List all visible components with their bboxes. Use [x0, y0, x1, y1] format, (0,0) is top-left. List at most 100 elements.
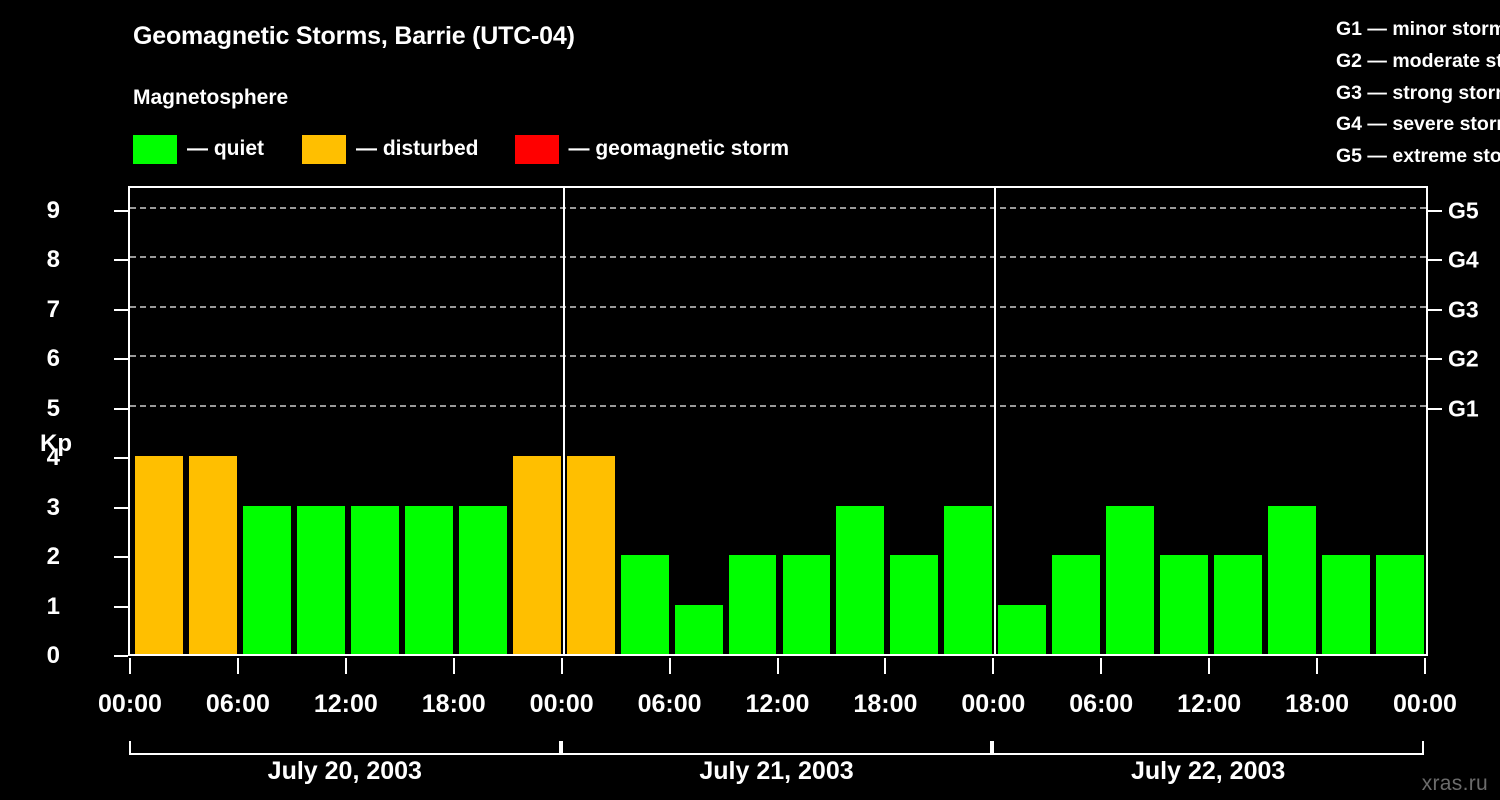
x-tick-mark-2	[344, 658, 347, 674]
bar-2[interactable]	[242, 505, 291, 654]
bar-1[interactable]	[188, 456, 237, 654]
y-tick-label-2: 2	[46, 543, 60, 571]
series-title: Magnetosphere	[133, 86, 289, 109]
bar-16[interactable]	[998, 604, 1047, 654]
y-tick-mark-6	[114, 358, 128, 361]
day-separator	[562, 188, 565, 654]
y-tick-mark-4	[114, 457, 128, 460]
x-tick-label-8: 00:00	[961, 690, 1026, 718]
x-tick-mark-6	[776, 658, 779, 674]
bar-6[interactable]	[458, 505, 507, 654]
x-tick-mark-10	[1208, 658, 1211, 674]
y-tick-label-0: 0	[46, 642, 60, 669]
gridline-kp6	[130, 355, 1426, 358]
bar-7[interactable]	[512, 456, 561, 654]
color-legend: — quiet — disturbed — geomagnetic storm	[133, 134, 789, 164]
date-label-0: July 20, 2003	[267, 757, 422, 785]
g-axis-label-G2: G2	[1448, 345, 1479, 372]
x-tick-mark-5	[668, 658, 671, 674]
bar-10[interactable]	[674, 604, 723, 654]
red-square-swatch	[514, 134, 559, 164]
bar-20[interactable]	[1214, 555, 1263, 654]
x-tick-label-0: 00:00	[98, 690, 162, 718]
g-legend-row-g1: G1 — minor storm	[1336, 18, 1500, 40]
chart-title: Geomagnetic Storms, Barrie (UTC-04)	[133, 22, 575, 50]
bar-12[interactable]	[782, 555, 831, 654]
g-axis-label-G5: G5	[1448, 197, 1479, 224]
bar-13[interactable]	[836, 505, 885, 654]
bar-19[interactable]	[1160, 555, 1209, 654]
date-bracket-0	[129, 741, 561, 755]
y-tick-mark-5	[114, 407, 128, 410]
x-tick-label-10: 12:00	[1177, 690, 1242, 718]
bar-14[interactable]	[890, 555, 939, 654]
orange-square-swatch	[302, 134, 346, 164]
bar-15[interactable]	[944, 505, 993, 654]
y-tick-mark-8	[114, 259, 128, 262]
legend-entry-geomagneticstorm[interactable]: — geomagnetic storm	[514, 134, 790, 164]
x-tick-label-9: 06:00	[1069, 690, 1134, 718]
plot-inner	[130, 188, 1426, 654]
x-tick-mark-8	[992, 658, 995, 674]
green-square-swatch	[133, 134, 177, 164]
g-legend-row-g2: G2 — moderate storm	[1336, 49, 1500, 72]
x-tick-mark-12	[1424, 658, 1426, 674]
bar-23[interactable]	[1376, 555, 1424, 654]
bar-22[interactable]	[1322, 555, 1371, 654]
gridline-kp7	[130, 305, 1426, 308]
date-label-1: July 21, 2003	[699, 757, 854, 785]
bar-8[interactable]	[566, 456, 615, 654]
date-bracket-1	[560, 741, 993, 755]
legend-label: — disturbed	[356, 137, 479, 160]
bar-18[interactable]	[1106, 505, 1155, 654]
bar-5[interactable]	[404, 505, 453, 654]
legend-entry-quiet[interactable]: — quiet	[133, 134, 264, 164]
y-tick-mark-1	[114, 605, 128, 608]
watermark: xras.ru	[1421, 772, 1488, 795]
bar-9[interactable]	[620, 555, 669, 654]
y-tick-label-1: 1	[46, 592, 60, 620]
plot-area	[128, 186, 1428, 656]
y-tick-mark-0	[114, 655, 128, 657]
y-tick-label-6: 6	[46, 345, 60, 373]
x-tick-mark-9	[1100, 658, 1103, 674]
g-tick-mark-G2	[1428, 358, 1442, 361]
y-tick-label-7: 7	[46, 295, 60, 323]
bar-0[interactable]	[135, 456, 183, 654]
date-label-2: July 22, 2003	[1131, 757, 1286, 785]
day-separator	[994, 188, 997, 654]
y-tick-label-3: 3	[46, 493, 60, 521]
bar-17[interactable]	[1052, 555, 1101, 654]
bar-4[interactable]	[350, 505, 399, 654]
gridline-kp5	[130, 404, 1426, 407]
y-tick-label-8: 8	[46, 246, 60, 274]
bar-3[interactable]	[296, 505, 345, 654]
legend-label: — quiet	[187, 137, 264, 160]
x-tick-label-2: 12:00	[313, 690, 378, 718]
legend-entry-disturbed[interactable]: — disturbed	[302, 134, 479, 164]
x-tick-label-6: 12:00	[745, 690, 810, 718]
g-tick-mark-G4	[1428, 259, 1442, 262]
gridline-kp8	[130, 256, 1426, 259]
x-tick-mark-1	[236, 658, 239, 674]
y-axis-title: Kp	[40, 430, 72, 457]
x-tick-label-5: 06:00	[637, 690, 702, 718]
date-bracket-2	[992, 741, 1424, 755]
x-tick-mark-3	[452, 658, 455, 674]
g-tick-mark-G1	[1428, 407, 1442, 410]
x-tick-mark-0	[129, 658, 131, 674]
legend-label: — geomagnetic storm	[568, 137, 790, 160]
y-tick-mark-9	[114, 209, 128, 212]
bar-21[interactable]	[1268, 505, 1317, 654]
y-tick-mark-7	[114, 308, 128, 311]
y-tick-label-9: 9	[46, 196, 60, 224]
g-legend-row-g5: G5 — extreme storm	[1336, 145, 1500, 168]
x-tick-mark-7	[884, 658, 887, 674]
g-axis-label-G3: G3	[1448, 296, 1479, 323]
x-tick-label-4: 00:00	[529, 690, 594, 718]
y-tick-label-4: 4	[46, 444, 60, 472]
x-tick-mark-4	[560, 658, 563, 674]
x-tick-label-3: 18:00	[421, 690, 486, 718]
g-axis-label-G4: G4	[1448, 246, 1479, 273]
bar-11[interactable]	[728, 555, 777, 654]
